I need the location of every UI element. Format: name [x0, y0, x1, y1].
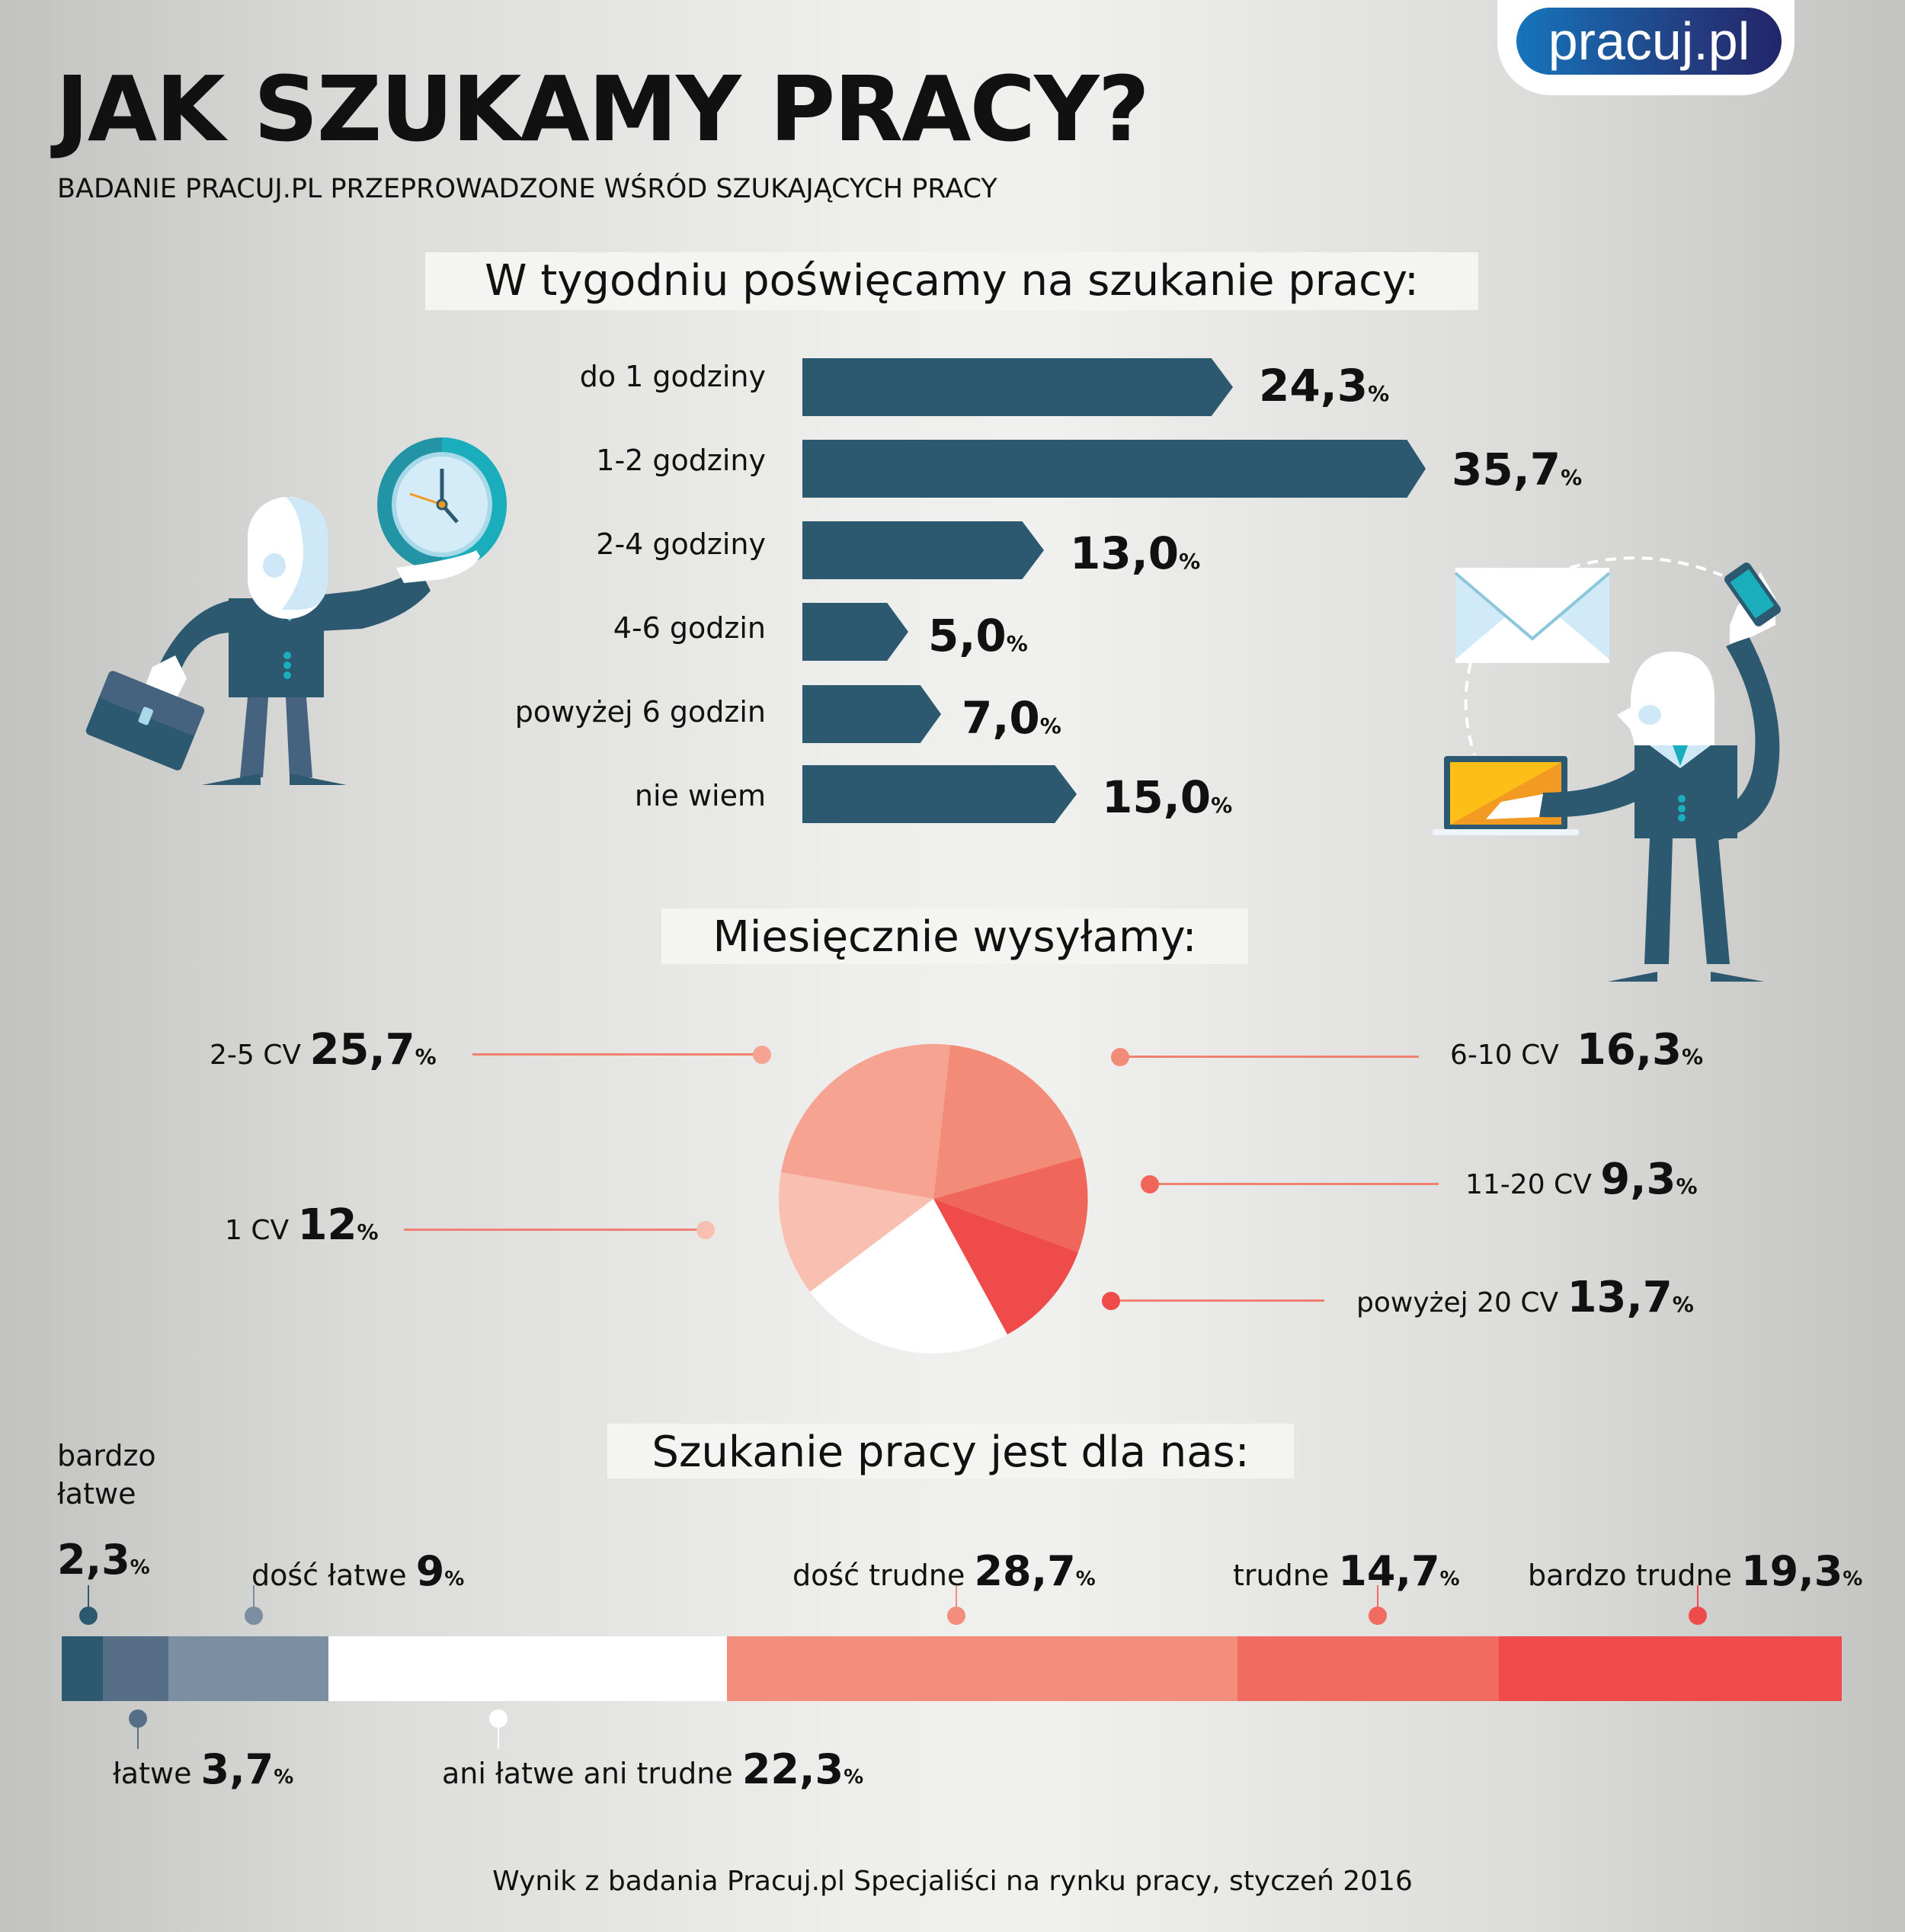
pie-label-6-10-cv: 6-10 CV 16,3% — [1450, 1025, 1704, 1075]
bar-value: 13,0% — [1070, 527, 1201, 579]
marker-line — [253, 1585, 255, 1608]
section-ease-title: Szukanie pracy jest dla nas: — [607, 1424, 1294, 1479]
segment-bardzo-latwe — [62, 1636, 103, 1701]
bar-label: 2-4 godziny — [596, 527, 766, 561]
leader-dot — [1141, 1175, 1159, 1193]
page-subtitle: BADANIE PRACUJ.PL PRZEPROWADZONE WŚRÓD S… — [57, 174, 997, 204]
leader-line — [1151, 1183, 1439, 1185]
leader-line — [1120, 1299, 1324, 1302]
segment-dosc-latwe — [168, 1636, 328, 1701]
pie-label-2-5-cv: 2-5 CV 25,7% — [210, 1025, 437, 1075]
ease-label-latwe: łatwe 3,7% — [113, 1745, 294, 1793]
bar-value: 35,7% — [1452, 444, 1583, 495]
pracuj-logo[interactable]: pracuj.pl — [1516, 8, 1782, 75]
marker-line — [1377, 1585, 1378, 1608]
marker-line — [1697, 1585, 1698, 1608]
bar-nie-wiem — [802, 765, 1077, 823]
bar-label: 1-2 godziny — [596, 444, 766, 477]
bar-label: do 1 godziny — [579, 360, 766, 393]
pie-slice-powyzej-20-cv — [933, 1199, 1078, 1334]
bar-label: 4-6 godzin — [613, 611, 766, 645]
marker-dot — [489, 1709, 507, 1728]
segment-ani-latwe-ani-trudne — [328, 1636, 727, 1701]
leader-line — [472, 1053, 756, 1056]
segment-latwe — [103, 1636, 168, 1701]
section-cv-title: Miesięcznie wysyłamy: — [661, 908, 1248, 964]
pie-slice-remainder — [810, 1199, 1007, 1354]
ease-label-bardzo-latwe: bardzo łatwe — [57, 1439, 156, 1511]
pie-slice-6-10-cv — [933, 1045, 1082, 1199]
footer-source: Wynik z badania Pracuj.pl Specjaliści na… — [492, 1866, 1413, 1897]
bar-label: nie wiem — [634, 779, 766, 812]
section-time-title: W tygodniu poświęcamy na szukanie pracy: — [425, 252, 1478, 310]
marker-dot — [1689, 1607, 1707, 1625]
page-title: JAK SZUKAMY PRACY? — [56, 56, 1150, 162]
leader-dot — [696, 1221, 715, 1239]
leader-dot — [1111, 1048, 1129, 1066]
pie-label-11-20-cv: 11-20 CV 9,3% — [1465, 1155, 1698, 1204]
bar-label: powyżej 6 godzin — [514, 695, 766, 729]
segment-trudne — [1237, 1636, 1499, 1701]
pie-slice-1-cv — [779, 1172, 933, 1292]
pie-slice-11-20-cv — [933, 1157, 1088, 1252]
marker-line — [137, 1726, 139, 1749]
marker-line — [498, 1726, 499, 1749]
bar-value: 15,0% — [1102, 771, 1233, 823]
ease-label-ani-latwe-ani-trudne: ani łatwe ani trudne 22,3% — [442, 1745, 864, 1793]
bar-do-1-godziny — [802, 358, 1233, 416]
man-with-clock-illustration — [85, 437, 507, 785]
marker-dot — [947, 1607, 965, 1625]
leader-line — [1120, 1056, 1419, 1058]
leader-dot — [1102, 1292, 1120, 1310]
marker-line — [88, 1585, 89, 1608]
pie-label-powyzej-20-cv: powyżej 20 CV 13,7% — [1356, 1273, 1694, 1322]
ease-label-dosc-trudne: dość trudne 28,7% — [792, 1547, 1096, 1595]
bar-value: 5,0% — [928, 610, 1028, 662]
ease-label-dosc-latwe: dość łatwe 9% — [251, 1547, 465, 1595]
bar-1-2-godziny — [802, 440, 1426, 498]
cv-pie-chart — [779, 1043, 1088, 1354]
marker-line — [956, 1585, 957, 1608]
marker-dot — [129, 1709, 147, 1728]
marker-dot — [1369, 1607, 1387, 1625]
ease-value-bardzo-latwe: 2,3% — [57, 1536, 150, 1584]
marker-dot — [79, 1607, 98, 1625]
segment-bardzo-trudne — [1499, 1636, 1842, 1701]
bar-powyzej-6-godzin — [802, 685, 941, 743]
bar-value: 24,3% — [1259, 360, 1390, 412]
bar-value: 7,0% — [962, 692, 1061, 744]
pie-slice-2-5-cv — [781, 1043, 950, 1199]
man-with-laptop-illustration — [1433, 556, 1781, 982]
segment-dosc-trudne — [727, 1636, 1237, 1701]
pie-label-1-cv: 1 CV 12% — [225, 1200, 379, 1250]
ease-label-bardzo-trudne: bardzo trudne 19,3% — [1528, 1547, 1863, 1595]
leader-dot — [753, 1046, 771, 1064]
marker-dot — [245, 1607, 263, 1625]
bar-2-4-godziny — [802, 521, 1044, 579]
ease-label-trudne: trudne 14,7% — [1233, 1547, 1460, 1595]
leader-line — [404, 1229, 701, 1231]
bar-4-6-godzin — [802, 603, 908, 661]
